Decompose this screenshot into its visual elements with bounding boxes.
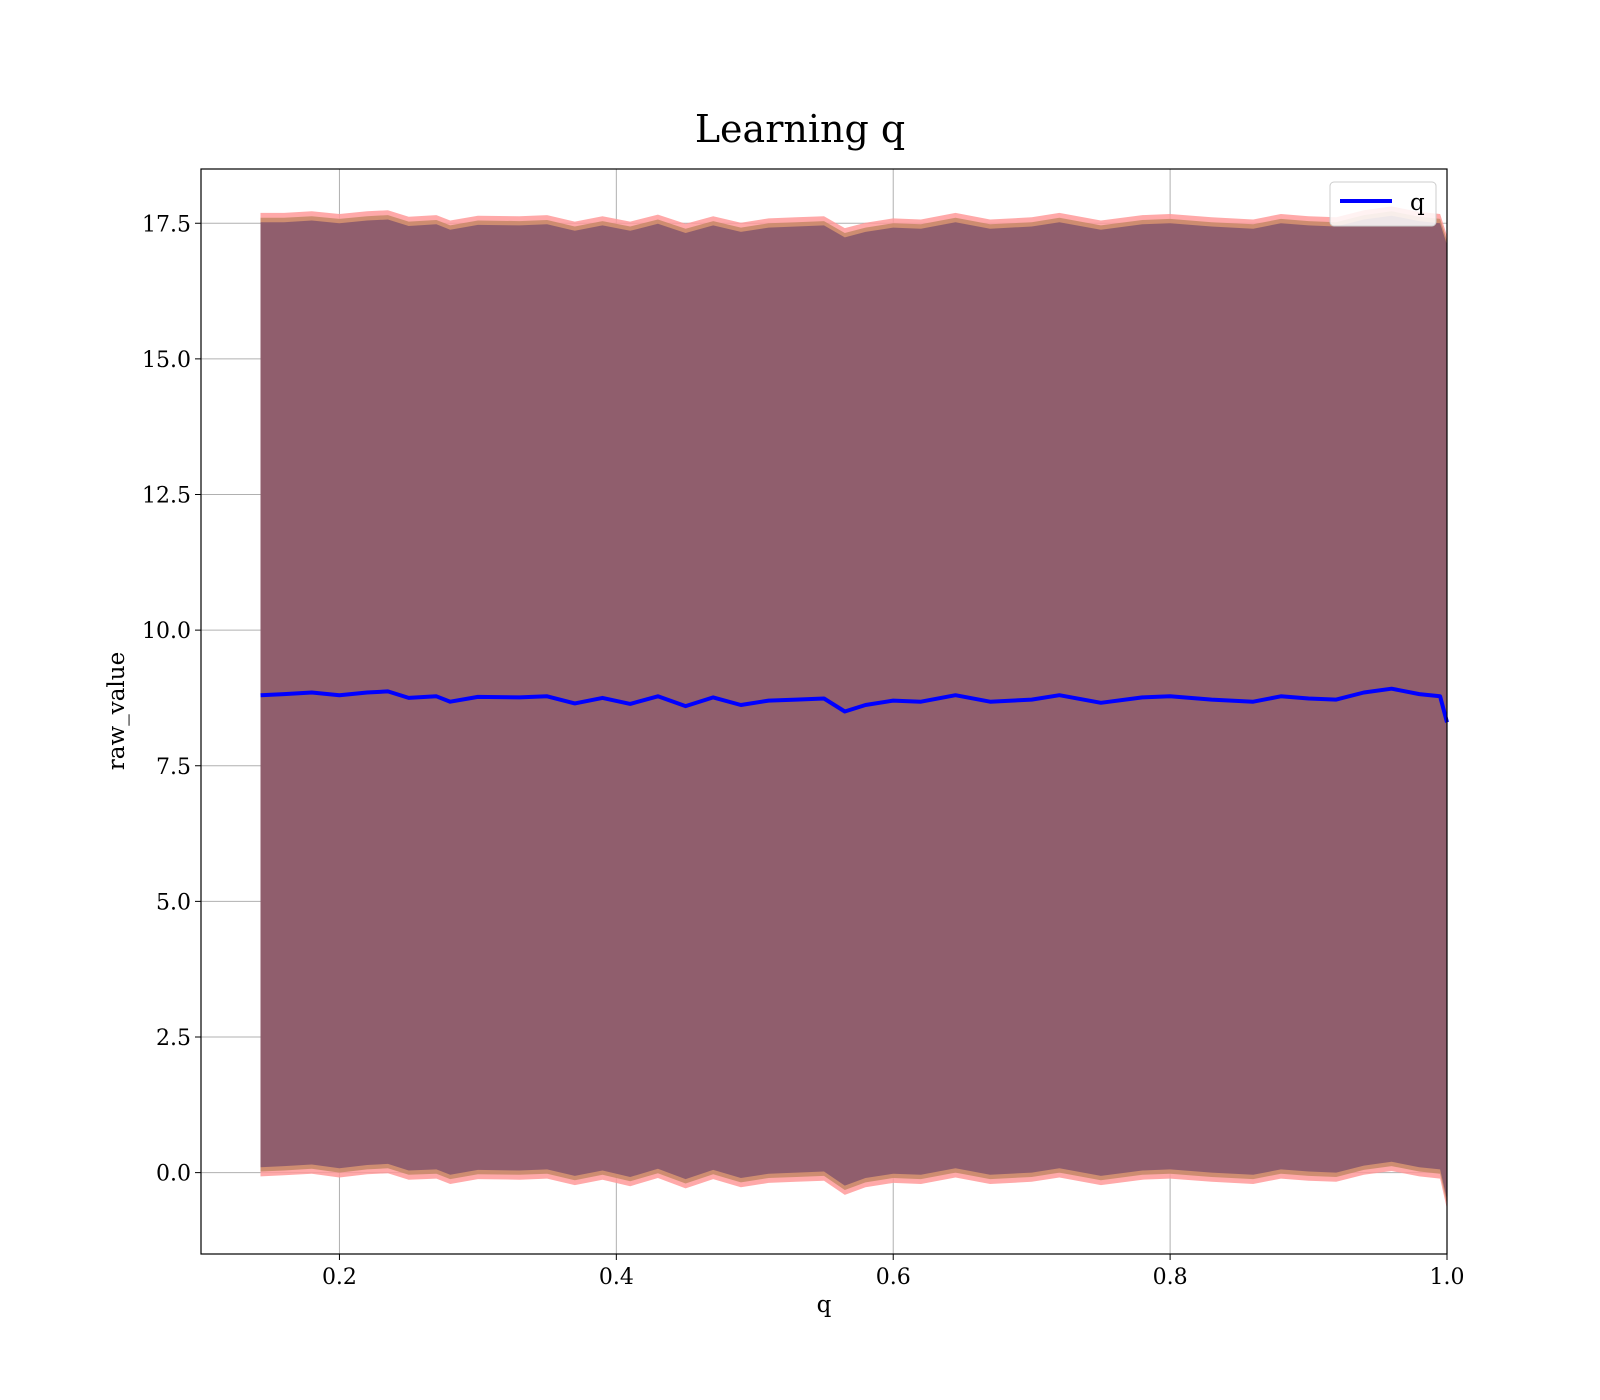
legend: q: [1329, 181, 1437, 227]
x-tick-label: 0.4: [599, 1265, 634, 1290]
x-axis-label: q: [817, 1292, 832, 1318]
x-tick-label: 0.8: [1153, 1265, 1188, 1290]
legend-box: [1329, 181, 1437, 227]
y-tick-label: 10.0: [142, 619, 191, 644]
chart-title: Learning q: [695, 107, 905, 151]
y-axis-label: raw_value: [104, 652, 130, 770]
legend-label-q: q: [1410, 190, 1425, 216]
x-tick-label: 0.6: [876, 1265, 911, 1290]
y-tick-label: 7.5: [156, 755, 191, 780]
y-tick-label: 17.5: [142, 212, 191, 237]
x-tick-label: 0.2: [322, 1265, 357, 1290]
y-tick-label: 12.5: [142, 484, 191, 509]
y-tick-label: 15.0: [142, 348, 191, 373]
y-tick-label: 2.5: [156, 1026, 191, 1051]
y-axis-ticks: 0.0 2.5 5.0 7.5 10.0 12.5 15.0 17.5: [142, 212, 201, 1187]
plot-frame: [200, 168, 1448, 1255]
series-line-q: [260, 686, 1449, 723]
x-tick-label: 1.0: [1430, 1265, 1465, 1290]
series-lines: [260, 686, 1449, 723]
x-axis-ticks: 0.2 0.4 0.6 0.8 1.0: [322, 1254, 1465, 1290]
y-tick-label: 5.0: [156, 890, 191, 915]
y-tick-label: 0.0: [156, 1162, 191, 1187]
